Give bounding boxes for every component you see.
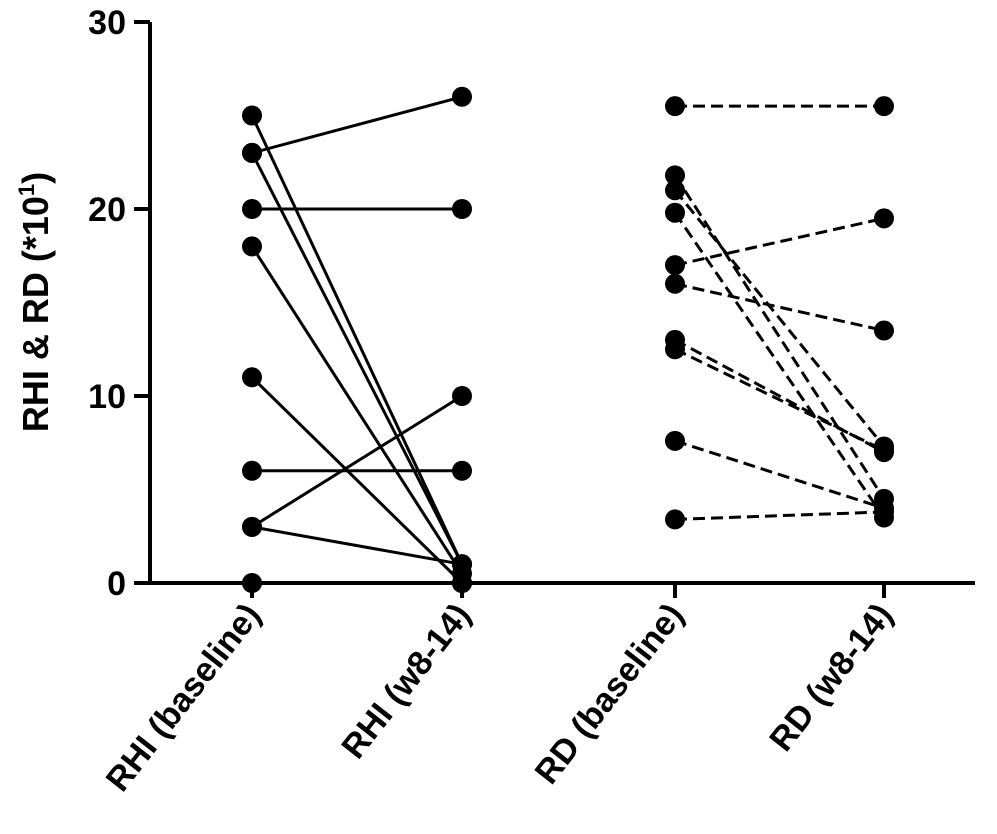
- data-point-rhi-w8-14: [452, 460, 472, 481]
- data-point-rhi-baseline: [242, 105, 262, 126]
- data-point-rd-w8-14: [874, 440, 894, 461]
- data-point-rhi-baseline: [242, 367, 262, 388]
- data-point-rd-baseline: [665, 96, 685, 117]
- pair-line-rhi: [250, 152, 464, 565]
- pair-line-rhi: [250, 114, 464, 565]
- data-point-rhi-w8-14: [452, 199, 472, 219]
- pair-lines: [250, 95, 886, 585]
- data-point-rhi-baseline: [242, 236, 262, 257]
- pair-line-rhi: [250, 245, 464, 575]
- y-axis-label-tail: ): [15, 172, 56, 184]
- data-point-rhi-baseline: [242, 516, 262, 537]
- y-ticks: 0 10 20 30: [88, 4, 150, 603]
- data-point-rhi-baseline: [242, 460, 262, 481]
- x-category-label: RHI (w8-14): [334, 597, 478, 766]
- y-tick-label: 10: [88, 378, 126, 416]
- axes: [148, 22, 975, 585]
- data-point-rhi-w8-14: [452, 86, 472, 107]
- pair-line-rhi: [250, 376, 464, 585]
- pair-line-rd: [673, 211, 886, 519]
- y-axis-label-superscript: 1: [14, 184, 39, 196]
- y-tick-label: 0: [107, 565, 126, 603]
- data-point-rd-baseline: [665, 255, 685, 276]
- data-point-rd-baseline: [665, 202, 685, 223]
- data-point-rd-w8-14: [874, 208, 894, 229]
- data-point-rd-baseline: [665, 180, 685, 201]
- pair-line-rd: [673, 189, 886, 448]
- data-point-rd-baseline: [665, 509, 685, 530]
- data-point-rhi-baseline: [242, 199, 262, 219]
- y-tick-label: 30: [88, 4, 126, 42]
- data-point-rhi-baseline: [242, 142, 262, 163]
- data-point-rhi-w8-14: [452, 386, 472, 406]
- pair-line-rhi: [251, 394, 463, 529]
- x-category-label: RD (baseline): [528, 597, 692, 792]
- data-point-rd-baseline: [665, 430, 685, 451]
- data-point-rd-w8-14: [874, 501, 894, 522]
- pair-line-rhi: [251, 95, 463, 155]
- pair-line-rd: [674, 439, 885, 510]
- data-points: [242, 86, 894, 593]
- y-axis-label: RHI & RD (*101): [14, 172, 56, 432]
- pair-line-rd: [674, 282, 885, 333]
- data-point-rd-baseline: [665, 165, 685, 186]
- pair-line-rd: [674, 338, 885, 454]
- data-point-rd-w8-14: [874, 96, 894, 117]
- y-axis-label-main: RHI & RD (*10: [15, 196, 56, 432]
- data-point-rhi-w8-14: [452, 554, 472, 575]
- pair-line-rhi: [251, 525, 463, 566]
- data-point-rd-baseline: [665, 273, 685, 294]
- pair-line-rd: [674, 510, 885, 521]
- x-category-label: RHI (baseline): [99, 597, 269, 799]
- x-ticks: RHI (baseline) RHI (w8-14) RD (baseline) RD…: [99, 583, 900, 799]
- pair-line-rd: [673, 174, 886, 500]
- x-category-label: RD (w8-14): [762, 597, 900, 759]
- data-point-rd-w8-14: [874, 320, 894, 341]
- pair-line-rd: [674, 347, 885, 452]
- y-tick-label: 20: [88, 191, 126, 229]
- data-point-rd-baseline: [665, 339, 685, 360]
